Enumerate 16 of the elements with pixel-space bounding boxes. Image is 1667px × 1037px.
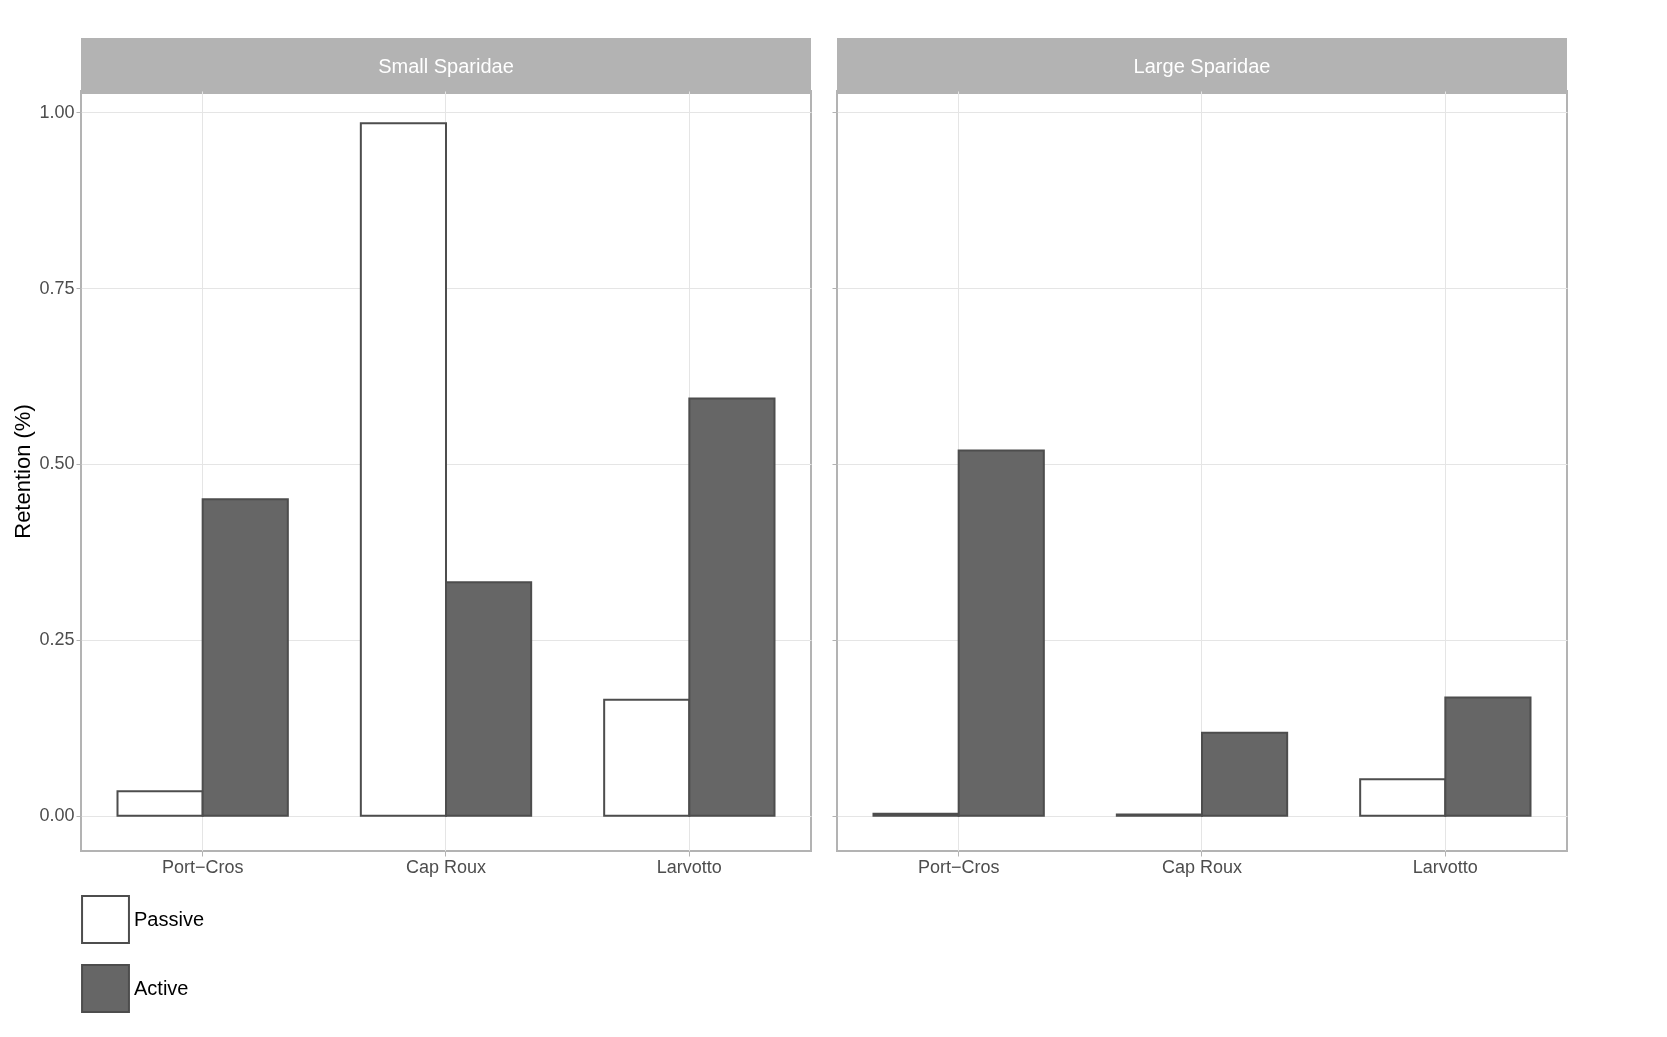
y-axis-title: Retention (%): [10, 404, 36, 539]
y-tick-label: 0.50: [39, 453, 75, 474]
x-tick-label: Cap Roux: [1161, 856, 1243, 877]
x-tick-label: Larvotto: [656, 856, 722, 877]
y-tick-label: 1.00: [39, 101, 75, 122]
y-tick-label: 0.25: [39, 629, 75, 650]
y-tick-label: 0.00: [39, 805, 75, 826]
x-tick-label: Larvotto: [1412, 856, 1478, 877]
chart-title: Large Sparidae: [1133, 55, 1271, 77]
x-tick-label: Cap Roux: [405, 856, 487, 877]
legend-label: Active: [134, 976, 189, 999]
x-tick-label: Port−Cros: [161, 856, 244, 877]
legend-label: Passive: [134, 907, 205, 930]
x-tick-label: Port−Cros: [917, 856, 1000, 877]
chart-title: Small Sparidae: [378, 55, 514, 77]
y-tick-label: 0.75: [39, 277, 75, 298]
